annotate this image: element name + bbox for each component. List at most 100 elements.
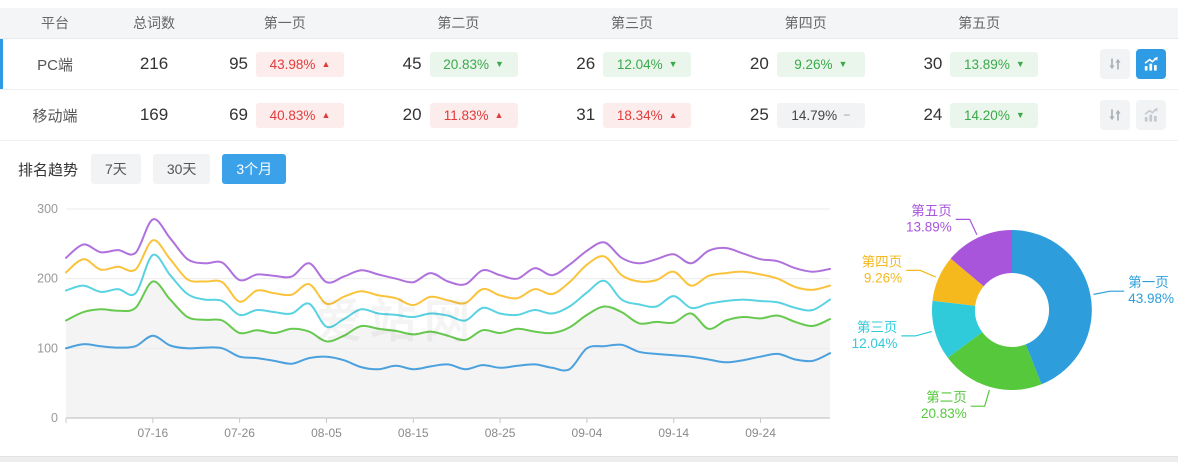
label-leader-line	[1093, 290, 1125, 295]
label-leader-line	[955, 218, 978, 236]
page-cell: 25 14.79% −	[719, 102, 893, 128]
page-cell: 95 43.98% ▲	[198, 51, 372, 77]
change-badge: 14.79% −	[776, 102, 865, 128]
column-header: 第三页	[610, 15, 653, 31]
page-cell: 20 11.83% ▲	[372, 102, 546, 128]
slice-label: 第五页	[911, 202, 952, 218]
page-count: 20	[749, 54, 769, 73]
slice-percent: 9.26%	[864, 270, 902, 285]
trend-section-header: 排名趋势 7天 30天 3个月	[0, 141, 1178, 193]
range-tab-1[interactable]: 30天	[152, 154, 211, 184]
y-tick-label: 300	[37, 202, 58, 216]
trend-down-icon: ▼	[1015, 109, 1025, 120]
up-down-arrows-icon	[1109, 109, 1121, 121]
trend-down-icon: ▼	[495, 58, 504, 69]
section-title: 排名趋势	[18, 161, 79, 179]
change-percent: 14.79%	[791, 107, 838, 123]
series-area-fill	[66, 281, 830, 418]
page-cell: 45 20.83% ▼	[372, 51, 546, 77]
donut-slice-第四页[interactable]	[932, 258, 984, 306]
rank-table: 平台 总词数 第一页 第二页 第三页 第四页 第五页 PC端 216 95 43.98% ▲ 45 20.…	[0, 8, 1178, 141]
range-tab-0[interactable]: 7天	[91, 154, 141, 184]
change-percent: 12.04%	[616, 56, 663, 72]
series-line-第五页	[65, 218, 831, 286]
change-percent: 9.26%	[794, 56, 833, 72]
change-percent: 40.83%	[269, 107, 316, 123]
trend-up-icon: ▲	[321, 58, 331, 69]
platform-name: PC端	[37, 56, 73, 74]
page-count: 25	[749, 105, 769, 124]
page-count: 95	[229, 54, 248, 73]
bar-chart-trend-icon	[1144, 107, 1158, 122]
change-badge: 12.04% ▼	[603, 51, 692, 77]
trend-line-chart-svg: 07-16 07-26 08-05 08-15 08-25 09-04 09-14 09-24…	[37, 202, 831, 440]
slice-percent: 43.98%	[1128, 291, 1174, 306]
x-tick-label: 09-14	[658, 426, 689, 440]
range-tabs: 7天 30天 3个月	[91, 154, 298, 184]
slice-label: 第二页	[926, 389, 967, 405]
slice-percent: 12.04%	[852, 336, 898, 351]
row-actions	[1066, 49, 1178, 79]
page-cell: 69 40.83% ▲	[198, 102, 372, 128]
charts-area: 07-16 07-26 08-05 08-15 08-25 09-04 09-14 09-24…	[0, 193, 1178, 461]
column-header: 第一页	[263, 15, 306, 31]
x-tick-label: 09-24	[745, 426, 776, 440]
donut-slice-第三页[interactable]	[931, 300, 983, 358]
trend-up-icon: ▲	[668, 109, 678, 120]
trend-chart-toggle-button[interactable]	[1136, 100, 1166, 130]
change-badge: 13.89% ▼	[950, 51, 1039, 77]
trend-down-icon: ▼	[668, 58, 678, 69]
page-count: 20	[402, 105, 422, 124]
change-percent: 13.89%	[964, 56, 1010, 72]
change-badge: 20.83% ▼	[429, 51, 518, 77]
donut-slice-第二页[interactable]	[947, 332, 1042, 390]
platform-name: 移动端	[32, 107, 78, 125]
page-cell: 20 9.26% ▼	[719, 51, 893, 77]
page-count: 69	[229, 105, 248, 124]
label-leader-line	[906, 269, 937, 278]
change-badge: 40.83% ▲	[256, 102, 344, 128]
label-leader-line	[901, 330, 932, 337]
row-actions	[1066, 100, 1178, 130]
page-count: 24	[923, 105, 943, 124]
change-badge: 11.83% ▲	[429, 102, 518, 128]
x-tick-label: 08-15	[398, 426, 429, 440]
series-line-第三页	[65, 253, 831, 329]
keyword-rank-dashboard: 平台 总词数 第一页 第二页 第三页 第四页 第五页 PC端 216 95 43.98% ▲ 45 20.…	[0, 8, 1178, 462]
label-leader-line	[970, 389, 990, 407]
change-badge: 9.26% ▼	[776, 51, 865, 77]
trend-up-icon: ▲	[494, 109, 504, 120]
updown-sort-button[interactable]	[1100, 49, 1130, 79]
trend-line-chart: 07-16 07-26 08-05 08-15 08-25 09-04 09-14 09-24…	[8, 193, 838, 455]
donut-slice-第五页[interactable]	[950, 230, 1012, 287]
bar-chart-trend-icon	[1144, 56, 1158, 71]
column-header: 第五页	[958, 15, 1001, 31]
page-count: 30	[923, 54, 943, 73]
change-percent: 43.98%	[269, 56, 316, 72]
column-header: 第四页	[784, 15, 827, 31]
updown-sort-button[interactable]	[1100, 100, 1130, 130]
trend-up-icon: ▲	[321, 109, 331, 120]
y-tick-label: 0	[51, 411, 58, 425]
series-line-第二页	[65, 280, 831, 343]
x-tick-label: 09-04	[572, 426, 603, 440]
table-row[interactable]: 移动端 169 69 40.83% ▲ 20 11.83% ▲ 31 18.34% ▲ 25 14.79…	[0, 90, 1178, 141]
series-line-第一页	[65, 334, 831, 372]
table-row[interactable]: PC端 216 95 43.98% ▲ 45 20.83% ▼ 26 12.04% ▼ 20 9.26%…	[0, 39, 1178, 90]
change-badge: 43.98% ▲	[256, 51, 344, 77]
y-tick-label: 100	[37, 341, 58, 355]
donut-slice-第一页[interactable]	[1012, 230, 1092, 385]
trend-chart-toggle-button[interactable]	[1136, 49, 1166, 79]
slice-label: 第四页	[862, 253, 903, 269]
column-header: 第二页	[437, 15, 480, 31]
slice-percent: 20.83%	[921, 406, 967, 421]
total-words: 169	[139, 105, 169, 124]
total-words: 216	[139, 54, 169, 73]
page-count: 31	[576, 105, 596, 124]
page-count: 26	[576, 54, 596, 73]
range-tab-2[interactable]: 3个月	[222, 154, 287, 184]
change-badge: 14.20% ▼	[950, 102, 1039, 128]
change-badge: 18.34% ▲	[603, 102, 692, 128]
bottom-divider	[0, 456, 1178, 462]
y-tick-label: 200	[37, 272, 58, 286]
